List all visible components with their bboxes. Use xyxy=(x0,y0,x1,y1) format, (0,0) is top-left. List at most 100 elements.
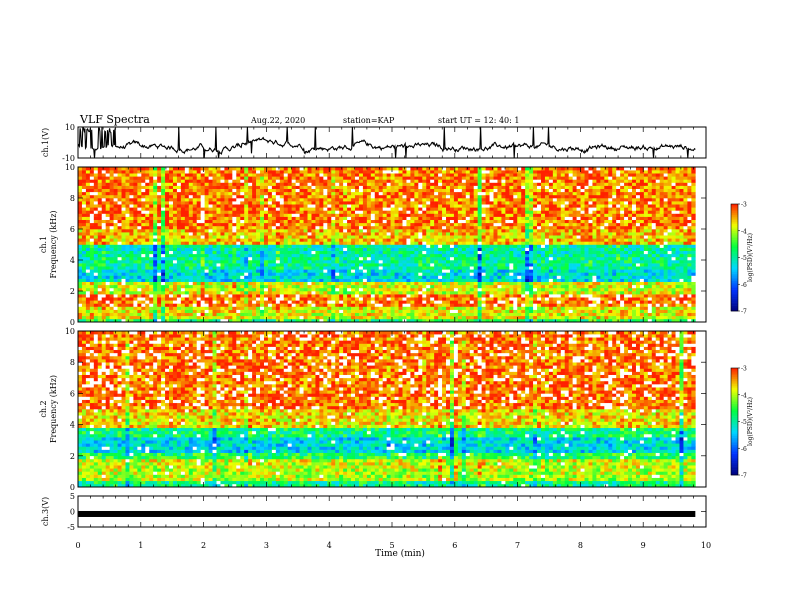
spectrogram-cell xyxy=(78,204,83,208)
spectrogram-cell xyxy=(105,315,110,320)
spectrogram-cell xyxy=(406,269,411,273)
spectrogram-cell xyxy=(216,170,221,174)
spectrogram-cell xyxy=(295,303,300,307)
spectrogram-cell xyxy=(137,303,142,307)
spectrogram-cell xyxy=(97,281,103,286)
spectrogram-cell xyxy=(97,275,103,279)
spectrogram-cell xyxy=(366,256,372,261)
spectrogram-cell xyxy=(129,182,134,186)
spectrogram-cell xyxy=(180,182,186,186)
spectrogram-cell xyxy=(121,216,126,220)
spectrogram-cell xyxy=(260,198,265,202)
spectrogram-cell xyxy=(299,275,304,279)
spectrogram-cell xyxy=(129,303,134,307)
spectrogram-cell xyxy=(176,247,182,251)
spectrogram-cell xyxy=(236,294,241,298)
spectrogram-cell xyxy=(212,216,217,220)
spectrogram-cell xyxy=(97,179,103,183)
spectrogram-cell xyxy=(192,278,198,282)
spectrogram-cell xyxy=(267,275,273,279)
spectrogram-cell xyxy=(172,232,178,236)
spectrogram-cell xyxy=(422,167,427,171)
spectrogram-cell xyxy=(358,303,364,307)
spectrogram-cell xyxy=(430,266,435,270)
spectrogram-cell xyxy=(93,312,99,317)
spectrogram-cell xyxy=(212,176,217,180)
spectrogram-cell xyxy=(200,232,205,236)
spectrogram-cell xyxy=(248,191,253,196)
spectrogram-cell xyxy=(129,229,134,233)
spectrogram-cell xyxy=(410,176,415,180)
spectrogram-cell xyxy=(303,297,308,301)
spectrogram-cell xyxy=(232,167,237,171)
spectrogram-cell xyxy=(434,185,439,189)
spectrogram-cell xyxy=(149,275,154,279)
spectrogram-cell xyxy=(426,173,431,177)
spectrogram-cell xyxy=(343,216,348,220)
spectrogram-cell xyxy=(180,194,186,199)
spectrogram-cell xyxy=(85,235,91,239)
spectrogram-cell xyxy=(101,263,106,267)
spectrogram-cell xyxy=(180,241,186,245)
spectrogram-cell xyxy=(228,182,233,186)
spectrogram-cell xyxy=(78,247,83,251)
spectrogram-cell xyxy=(430,176,435,180)
spectrogram-cell xyxy=(180,278,186,282)
spectrogram-cell xyxy=(299,303,304,307)
spectrogram-cell xyxy=(113,247,118,251)
spectrogram-cell xyxy=(236,260,241,264)
spectrogram-cell xyxy=(228,256,233,261)
spectrogram-cell xyxy=(355,167,360,171)
spectrogram-cell xyxy=(434,253,439,258)
spectrogram-cell xyxy=(204,241,209,245)
spectrogram-cell xyxy=(256,294,261,298)
spectrogram-cell xyxy=(133,219,138,224)
spectrogram-cell xyxy=(204,229,209,233)
spectrogram-cell xyxy=(145,309,150,313)
spectrogram-cell xyxy=(370,253,376,258)
spectrogram-cell xyxy=(105,266,110,270)
spectrogram-cell xyxy=(362,253,368,258)
spectrogram-cell xyxy=(260,232,265,236)
spectrogram-cell xyxy=(267,170,273,174)
spectrogram-cell xyxy=(271,188,277,193)
spectrogram-cell xyxy=(157,222,162,227)
spectrogram-cell xyxy=(240,182,245,186)
spectrogram-cell xyxy=(382,167,387,171)
spectrogram-cell xyxy=(224,232,229,236)
spectrogram-cell xyxy=(220,294,225,298)
spectrogram-cell xyxy=(133,250,138,255)
spectrogram-cell xyxy=(434,188,439,193)
spectrogram-cell xyxy=(192,318,198,323)
spectrogram-cell xyxy=(228,191,233,196)
spectrogram-cell xyxy=(291,260,296,264)
spectrogram-cell xyxy=(430,216,435,220)
spectrogram-cell xyxy=(161,229,166,233)
spectrogram-cell xyxy=(406,281,411,286)
spectrogram-cell xyxy=(109,210,114,214)
spectrogram-cell xyxy=(208,201,213,205)
spectrogram-cell xyxy=(331,294,336,298)
spectrogram-cell xyxy=(216,281,221,286)
spectrogram-cell xyxy=(248,173,253,177)
spectrogram-cell xyxy=(161,312,166,317)
spectrogram-cell xyxy=(331,188,336,193)
spectrogram-cell xyxy=(263,241,269,245)
spectrogram-cell xyxy=(402,275,407,279)
spectrogram-cell xyxy=(446,188,451,193)
spectrogram-cell xyxy=(93,247,99,251)
spectrogram-cell xyxy=(422,303,427,307)
spectrogram-cell xyxy=(366,260,372,264)
spectrogram-cell xyxy=(169,291,174,295)
spectrogram-cell xyxy=(442,182,447,186)
spectrogram-cell xyxy=(374,318,380,323)
spectrogram-cell xyxy=(85,247,91,251)
spectrogram-cell xyxy=(347,318,352,323)
spectrogram-cell xyxy=(331,204,336,208)
spectrogram-cell xyxy=(430,297,435,301)
spectrogram-cell xyxy=(335,306,340,310)
spectrogram-cell xyxy=(283,191,289,196)
spectrogram-cell xyxy=(378,185,384,189)
spectrogram-cell xyxy=(200,253,205,258)
spectrogram-cell xyxy=(315,198,320,202)
